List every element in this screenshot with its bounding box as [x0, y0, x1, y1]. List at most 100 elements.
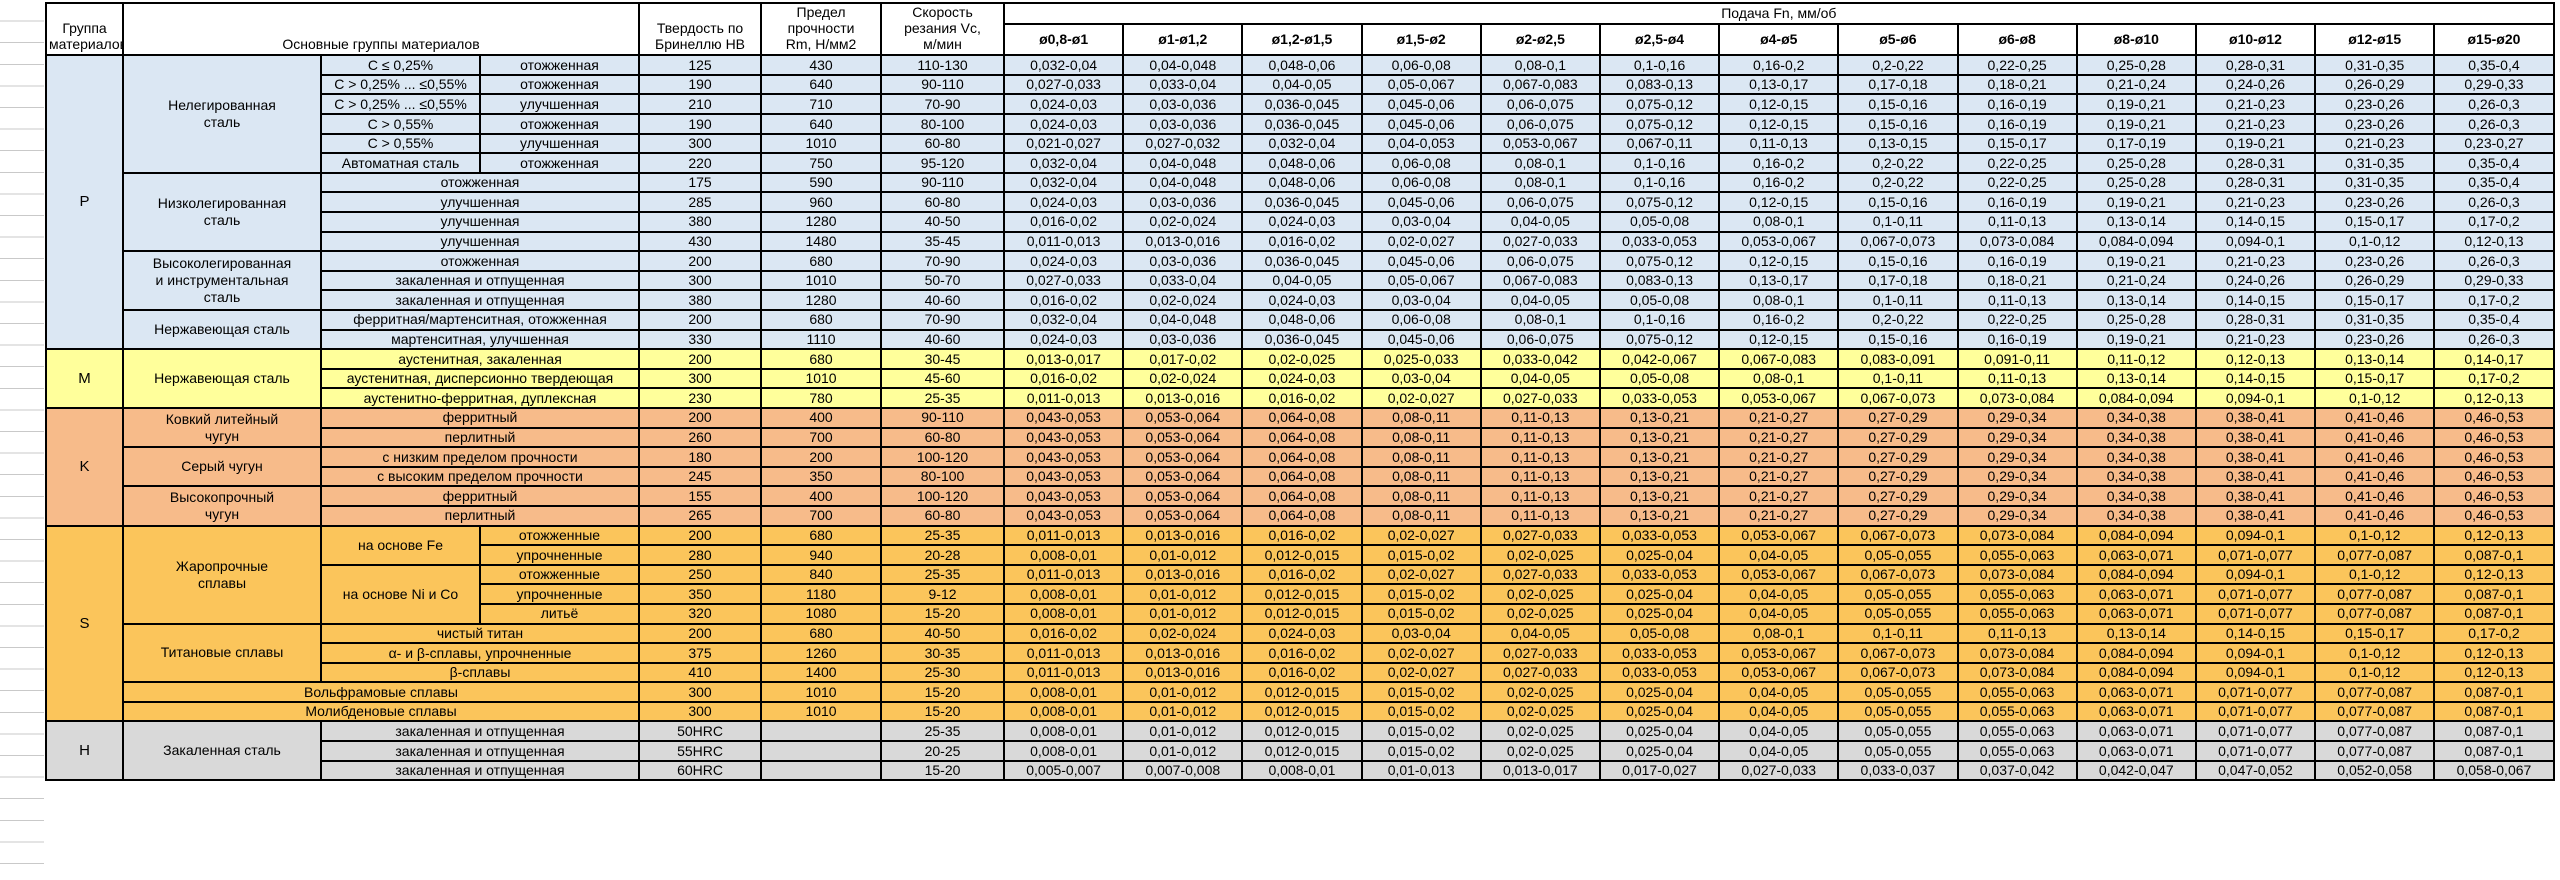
- feed-cell: 0,1-0,16: [1598, 152, 1721, 174]
- hardness-column-header: Твердость по Бринеллю HB: [638, 1, 763, 57]
- feed-cell: 0,012-0,015: [1241, 583, 1363, 605]
- feed-cell: 0,008-0,01: [1241, 759, 1363, 782]
- speed-cell: 30-45: [880, 348, 1006, 370]
- feed-cell: 0,11-0,13: [1718, 132, 1840, 155]
- feed-cell: 0,21-0,27: [1718, 426, 1840, 449]
- feed-cell: 0,02-0,025: [1479, 544, 1601, 566]
- sub-cell: ферритная/мартенситная, отожженная: [319, 309, 641, 331]
- feed-cell: 0,005-0,007: [1003, 759, 1125, 782]
- feed-cell: 0,087-0,1: [2433, 602, 2555, 625]
- feed-cell: 0,027-0,033: [1479, 230, 1601, 253]
- feed-cell: 0,15-0,17: [2314, 211, 2436, 233]
- feed-cell: 0,077-0,087: [2314, 681, 2436, 703]
- hardness-cell: 125: [638, 54, 763, 76]
- speed-cell: 15-20: [880, 602, 1006, 625]
- feed-cell: 0,067-0,073: [1837, 642, 1959, 664]
- feed-cell: 0,04-0,05: [1479, 622, 1601, 645]
- feed-cell: 0,084-0,094: [2075, 563, 2197, 586]
- family-cell: Закаленная сталь: [122, 720, 322, 782]
- strength-cell: 1280: [760, 211, 883, 233]
- feed-cell: 0,05-0,055: [1837, 740, 1959, 762]
- table-row: улучшенная 285 960 60-80 0,024-0,03 0,03-0,03…: [46, 191, 2555, 214]
- feed-cell: 0,064-0,08: [1241, 465, 1363, 488]
- feed-cell: 0,017-0,02: [1122, 348, 1244, 370]
- feed-cell: 0,13-0,21: [1598, 406, 1721, 429]
- feed-cell: 0,14-0,15: [2194, 211, 2317, 233]
- speed-cell: 60-80: [880, 132, 1006, 155]
- feed-cell: 0,21-0,27: [1718, 465, 1840, 488]
- feed-cell: 0,21-0,23: [2194, 250, 2317, 272]
- feed-cell: 0,05-0,055: [1837, 602, 1959, 625]
- hardness-cell: 200: [638, 524, 763, 547]
- feed-cell: 0,053-0,064: [1122, 504, 1244, 527]
- feed-cell: 0,067-0,083: [1479, 269, 1601, 292]
- feed-cell: 0,013-0,016: [1122, 661, 1244, 684]
- table-row: Вольфрамовые сплавы 300 1010 15-20 0,008-0,0…: [46, 681, 2555, 703]
- feed-cell: 0,21-0,24: [2075, 269, 2197, 292]
- feed-cell: 0,02-0,024: [1122, 211, 1244, 233]
- feed-cell: 0,06-0,075: [1479, 113, 1601, 135]
- feed-cell: 0,2-0,22: [1837, 171, 1959, 194]
- sub-cell: отожженная: [478, 54, 641, 76]
- hardness-cell: 190: [638, 73, 763, 96]
- feed-cell: 0,055-0,063: [1956, 583, 2078, 605]
- family-cell: Серый чугун: [122, 446, 322, 488]
- feed-cell: 0,21-0,24: [2075, 73, 2197, 96]
- hardness-cell: 380: [638, 289, 763, 311]
- feed-cell: 0,036-0,045: [1241, 250, 1363, 272]
- feed-cell: 0,08-0,1: [1479, 171, 1601, 194]
- hardness-cell: 330: [638, 328, 763, 351]
- table-row: закаленная и отпущенная 60HRC 15-20 0,005-0…: [46, 759, 2555, 782]
- sub-cell: улучшенная: [478, 93, 641, 116]
- sub-cell: чистый титан: [319, 622, 641, 645]
- feed-table-container: Группа материалов Основные группы матери…: [45, 1, 2555, 782]
- feed-cell: 0,015-0,02: [1360, 740, 1482, 762]
- sub-cell: аустенитная, закаленная: [319, 348, 641, 370]
- speed-cell: 20-28: [880, 544, 1006, 566]
- feed-cell: 0,015-0,02: [1360, 720, 1482, 743]
- feed-cell: 0,29-0,34: [1956, 504, 2078, 527]
- feed-cell: 0,21-0,27: [1718, 446, 1840, 468]
- feed-cell: 0,18-0,21: [1956, 73, 2078, 96]
- feed-cell: 0,055-0,063: [1956, 681, 2078, 703]
- sub-cell: упрочненные: [478, 583, 641, 605]
- hardness-cell: 245: [638, 465, 763, 488]
- feed-cell: 0,073-0,084: [1956, 661, 2078, 684]
- feed-cell: 0,27-0,29: [1837, 426, 1959, 449]
- diameter-col-header: ø2-ø2,5: [1479, 22, 1601, 57]
- feed-cell: 0,1-0,12: [2314, 524, 2436, 547]
- feed-cell: 0,26-0,3: [2433, 250, 2555, 272]
- feed-cell: 0,19-0,21: [2075, 250, 2197, 272]
- feed-cell: 0,02-0,025: [1479, 583, 1601, 605]
- feed-cell: 0,02-0,027: [1360, 387, 1482, 409]
- family-cell: Высокопрочный чугун: [122, 485, 322, 527]
- feed-cell: 0,063-0,071: [2075, 602, 2197, 625]
- feed-cell: 0,27-0,29: [1837, 485, 1959, 507]
- feed-cell: 0,17-0,18: [1837, 73, 1959, 96]
- feed-cell: 0,04-0,048: [1122, 152, 1244, 174]
- feed-cell: 0,25-0,28: [2075, 152, 2197, 174]
- feed-cell: 0,02-0,025: [1479, 740, 1601, 762]
- strength-cell: 700: [760, 426, 883, 449]
- feed-cell: 0,091-0,11: [1956, 348, 2078, 370]
- feed-cell: 0,12-0,13: [2433, 661, 2555, 684]
- feed-cell: 0,34-0,38: [2075, 465, 2197, 488]
- feed-cell: 0,087-0,1: [2433, 720, 2555, 743]
- feed-cell: 0,055-0,063: [1956, 700, 2078, 723]
- family-cell: Ковкий литейный чугун: [122, 406, 322, 449]
- feed-cell: 0,073-0,084: [1956, 642, 2078, 664]
- feed-cell: 0,11-0,13: [1479, 485, 1601, 507]
- feed-cell: 0,1-0,12: [2314, 387, 2436, 409]
- feed-cell: 0,052-0,058: [2314, 759, 2436, 782]
- feed-cell: 0,13-0,14: [2075, 622, 2197, 645]
- speed-cell: 25-30: [880, 661, 1006, 684]
- table-row: H Закаленная сталь закаленная и отпущенная…: [45, 720, 2555, 782]
- feed-cell: 0,23-0,26: [2314, 250, 2436, 272]
- feed-cell: 0,087-0,1: [2433, 700, 2555, 723]
- group-code-cell: K: [45, 406, 124, 527]
- hardness-cell: 250: [638, 563, 763, 586]
- sub-cell: отожженные: [478, 524, 641, 547]
- feed-cell: 0,13-0,14: [2075, 211, 2197, 233]
- speed-cell: 35-45: [880, 230, 1006, 253]
- feed-cell: 0,053-0,067: [1718, 230, 1840, 253]
